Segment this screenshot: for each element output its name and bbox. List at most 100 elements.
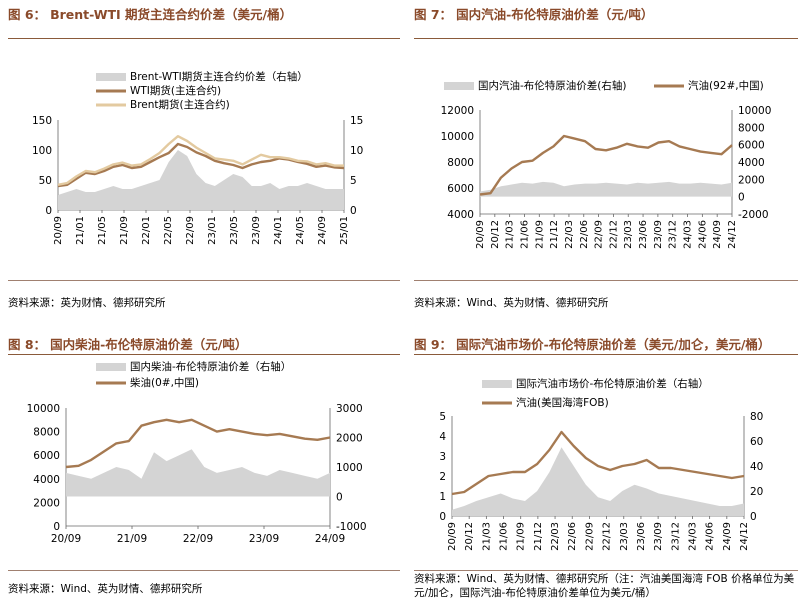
left-tick-label: 10000 <box>27 403 60 415</box>
right-tick-label: 0 <box>350 205 357 217</box>
right-tick-label: 10 <box>350 145 363 157</box>
source-note: 资料来源：英为财情、德邦研究所 <box>8 297 166 309</box>
x-tick-label: 23/09 <box>653 522 664 551</box>
chart-fig9: 国际汽油市场价-布伦特原油价差（右轴） 汽油(美国海湾FOB) 0 1 2 3 4 5 0 20 4… <box>439 377 763 551</box>
title-rule <box>414 38 798 39</box>
left-tick-label: 4 <box>439 431 446 443</box>
x-tick-label: 24/03 <box>687 522 698 551</box>
x-tick-label: 23/12 <box>668 220 679 249</box>
left-tick-label: 10000 <box>441 131 474 143</box>
right-tick-label: 6000 <box>738 140 765 152</box>
right-tick-label: 8000 <box>738 122 765 134</box>
left-tick-label: 0 <box>53 521 60 533</box>
left-tick-label: 3 <box>439 451 446 463</box>
figure-label: 图 7： <box>414 7 453 22</box>
right-tick-label: 60 <box>750 436 763 448</box>
source-note: 资料来源：Wind、英为财情、德邦研究所 <box>8 583 203 595</box>
x-tick-label: 24/01 <box>273 216 284 245</box>
x-tick-label: 21/01 <box>75 216 86 245</box>
left-tick-label: 6000 <box>447 183 474 195</box>
x-tick-label: 23/05 <box>229 216 240 245</box>
x-tick-label: 22/06 <box>567 522 578 551</box>
figure-label: 图 8： <box>8 337 47 352</box>
right-tick-label: 15 <box>350 115 363 127</box>
right-tick-label: 2000 <box>738 174 765 186</box>
source-note: 资料来源：Wind、英为财情、德邦研究所 <box>414 297 609 309</box>
x-tick-label: 22/01 <box>141 216 152 245</box>
figure-title: 国内柴油-布伦特原油价差（元/吨） <box>50 337 248 352</box>
title-rule <box>8 38 400 39</box>
x-tick-label: 20/09 <box>447 522 458 551</box>
right-tick-label: 0 <box>750 511 757 523</box>
left-tick-label: 1 <box>439 491 446 503</box>
right-tick-label: 80 <box>750 411 763 423</box>
x-tick-label: 23/12 <box>670 522 681 551</box>
right-tick-label: 1000 <box>336 462 363 474</box>
right-tick-label: 3000 <box>336 403 363 415</box>
x-tick-label: 24/03 <box>683 220 694 249</box>
price-line <box>451 430 745 496</box>
x-tick-label: 22/09 <box>594 220 605 249</box>
left-tick-label: 6000 <box>33 450 60 462</box>
x-tick-label: 21/09 <box>117 533 147 545</box>
legend-label: 汽油(美国海湾FOB) <box>516 396 609 409</box>
x-tick-label: 22/12 <box>608 220 619 249</box>
x-tick-label: 20/12 <box>464 522 475 551</box>
x-tick-label: 24/06 <box>697 220 708 249</box>
right-tick-label: 0 <box>738 192 745 204</box>
x-tick-label: 23/03 <box>619 522 630 551</box>
price-line <box>65 418 331 469</box>
source-rule <box>8 570 400 571</box>
legend-swatch <box>444 82 474 90</box>
legend-label: 柴油(0#,中国) <box>130 376 199 389</box>
x-tick-label: 21/06 <box>519 220 530 249</box>
x-tick-label: 20/09 <box>51 533 81 545</box>
right-tick-label: 0 <box>336 492 343 504</box>
x-tick-label: 20/12 <box>490 220 501 249</box>
x-tick-label: 24/06 <box>705 522 716 551</box>
figure-title: 国际汽油市场价-布伦特原油价差（美元/加仑，美元/桶） <box>456 337 771 352</box>
right-tick-label: 4000 <box>738 157 765 169</box>
right-tick-label: 20 <box>750 486 763 498</box>
panel-title: 图 9： 国际汽油市场价-布伦特原油价差（美元/加仑，美元/桶） <box>414 334 798 356</box>
left-tick-label: 150 <box>32 115 52 127</box>
panel-title: 图 8： 国内柴油-布伦特原油价差（元/吨） <box>8 334 400 356</box>
x-tick-label: 22/09 <box>185 216 196 245</box>
x-tick-label: 21/09 <box>534 220 545 249</box>
x-tick-label: 24/09 <box>315 533 345 545</box>
figure-title: 国内汽油-布伦特原油价差（元/吨） <box>456 7 654 22</box>
price-line <box>479 134 733 196</box>
x-tick-label: 25/01 <box>339 216 350 245</box>
legend-label: WTI期货(主连合约) <box>130 84 221 97</box>
panel-fig9: 图 9： 国际汽油市场价-布伦特原油价差（美元/加仑，美元/桶） 国际汽油市场价-… <box>414 334 798 604</box>
left-tick-label: 2 <box>439 471 446 483</box>
x-tick-label: 24/09 <box>722 522 733 551</box>
x-tick-label: 22/09 <box>584 522 595 551</box>
x-tick-label: 21/12 <box>533 522 544 551</box>
right-tick-label: 2000 <box>336 433 363 445</box>
spread-area <box>452 447 744 516</box>
x-tick-label: 24/09 <box>712 220 723 249</box>
x-tick-label: 21/12 <box>549 220 560 249</box>
left-tick-label: 12000 <box>441 105 474 117</box>
x-tick-label: 21/09 <box>119 216 130 245</box>
x-tick-label: 23/06 <box>638 220 649 249</box>
x-tick-label: 20/09 <box>475 220 486 249</box>
x-tick-label: 23/09 <box>249 533 279 545</box>
legend-swatch <box>96 363 126 371</box>
x-tick-label: 24/05 <box>295 216 306 245</box>
left-tick-label: 8000 <box>447 157 474 169</box>
x-tick-label: 24/12 <box>727 220 738 249</box>
x-tick-label: 22/03 <box>564 220 575 249</box>
panel-fig7: 图 7： 国内汽油-布伦特原油价差（元/吨） 国内汽油-布伦特原油价差(右轴) 汽油… <box>414 4 798 314</box>
source-rule <box>414 280 798 281</box>
panel-fig6: 图 6： Brent-WTI 期货主连合约价差（美元/桶） Brent-WTI期货… <box>8 4 400 314</box>
x-tick-label: 24/12 <box>739 522 750 551</box>
legend-label: 国内汽油-布伦特原油价差(右轴) <box>478 79 626 92</box>
x-tick-label: 21/09 <box>516 522 527 551</box>
x-tick-label: 22/09 <box>183 533 213 545</box>
x-tick-label: 22/12 <box>602 522 613 551</box>
right-tick-label: 10000 <box>738 105 771 117</box>
right-tick-label: -1000 <box>336 521 367 533</box>
source-rule <box>8 280 400 281</box>
